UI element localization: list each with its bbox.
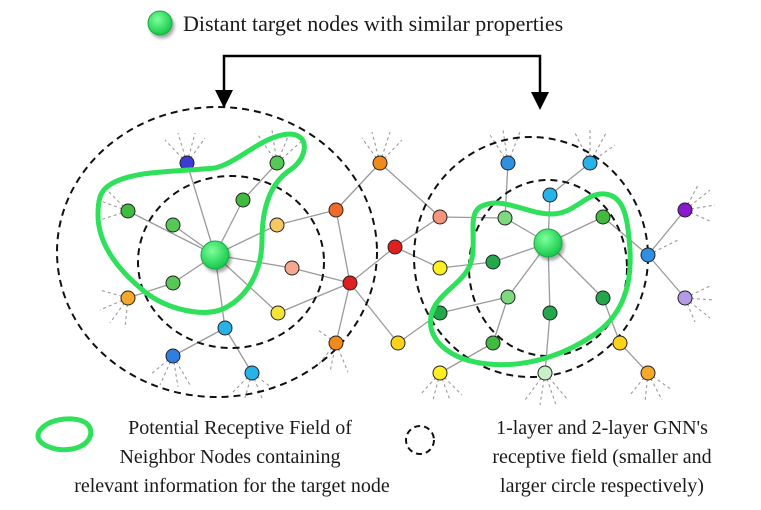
graph-node bbox=[165, 348, 181, 364]
graph-node bbox=[612, 335, 628, 351]
target-node-legend-icon bbox=[147, 10, 173, 36]
graph-node bbox=[542, 187, 558, 203]
graph-node bbox=[640, 365, 656, 381]
connecting-arrow bbox=[215, 54, 549, 110]
graph-node bbox=[284, 260, 300, 276]
graph-node bbox=[269, 217, 285, 233]
left-2-layer-ring bbox=[56, 106, 378, 398]
graph-node bbox=[269, 155, 285, 171]
graph-node bbox=[244, 365, 260, 381]
graph-node bbox=[387, 239, 403, 255]
graph-node bbox=[328, 202, 344, 218]
graph-node bbox=[342, 275, 358, 291]
graph-node bbox=[235, 192, 251, 208]
graph-node bbox=[432, 365, 448, 381]
graph-node bbox=[120, 290, 136, 306]
graph-node bbox=[120, 203, 136, 219]
graph-node bbox=[432, 260, 448, 276]
graph-node bbox=[270, 305, 286, 321]
graph-node bbox=[217, 320, 233, 336]
field-legend-line1: Potential Receptive Field of bbox=[128, 417, 352, 439]
gnn-ring-legend: 1-layer and 2-layer GNN's receptive fiel… bbox=[405, 417, 712, 497]
graph-node bbox=[165, 217, 181, 233]
field-legend-line2: Neighbor Nodes containing bbox=[119, 446, 340, 468]
graph-node bbox=[497, 210, 513, 226]
gnn-legend-line3: larger circle respectively) bbox=[500, 475, 704, 497]
right-potential-receptive-field bbox=[428, 191, 633, 368]
field-legend-line3: relevant information for the target node bbox=[74, 475, 390, 497]
receptive-field-legend-icon bbox=[35, 416, 94, 453]
graph-node bbox=[640, 247, 656, 263]
left-1-layer-ring bbox=[137, 175, 325, 349]
graph-node bbox=[485, 335, 501, 351]
right-1-layer-ring bbox=[468, 179, 628, 357]
graph-node bbox=[582, 155, 598, 171]
target-legend-label: Distant target nodes with similar proper… bbox=[183, 11, 563, 36]
graph-node bbox=[595, 290, 611, 306]
graph-node bbox=[537, 365, 553, 381]
graph-node bbox=[390, 335, 406, 351]
graph-node bbox=[500, 155, 516, 171]
gnn-ring-legend-icon bbox=[405, 425, 435, 455]
graph-node bbox=[595, 209, 611, 225]
graph-node bbox=[677, 290, 693, 306]
graph-nodes bbox=[120, 155, 693, 381]
graph-node bbox=[432, 209, 448, 225]
graph-node bbox=[328, 335, 344, 351]
receptive-field-legend: Potential Receptive Field of Neighbor No… bbox=[35, 416, 390, 497]
graph-node bbox=[485, 254, 501, 270]
graph-node bbox=[372, 155, 388, 171]
left-potential-receptive-field bbox=[95, 131, 307, 315]
graph-node bbox=[500, 289, 516, 305]
graph-node bbox=[542, 305, 558, 321]
graph-node bbox=[165, 275, 181, 291]
graph-node bbox=[677, 202, 693, 218]
left-target-node bbox=[200, 240, 230, 270]
right-target-node bbox=[533, 228, 563, 258]
gnn-legend-line2: receptive field (smaller and bbox=[492, 446, 711, 468]
gnn-legend-line1: 1-layer and 2-layer GNN's bbox=[496, 417, 708, 439]
outer-neighbor-stubs bbox=[97, 129, 716, 406]
